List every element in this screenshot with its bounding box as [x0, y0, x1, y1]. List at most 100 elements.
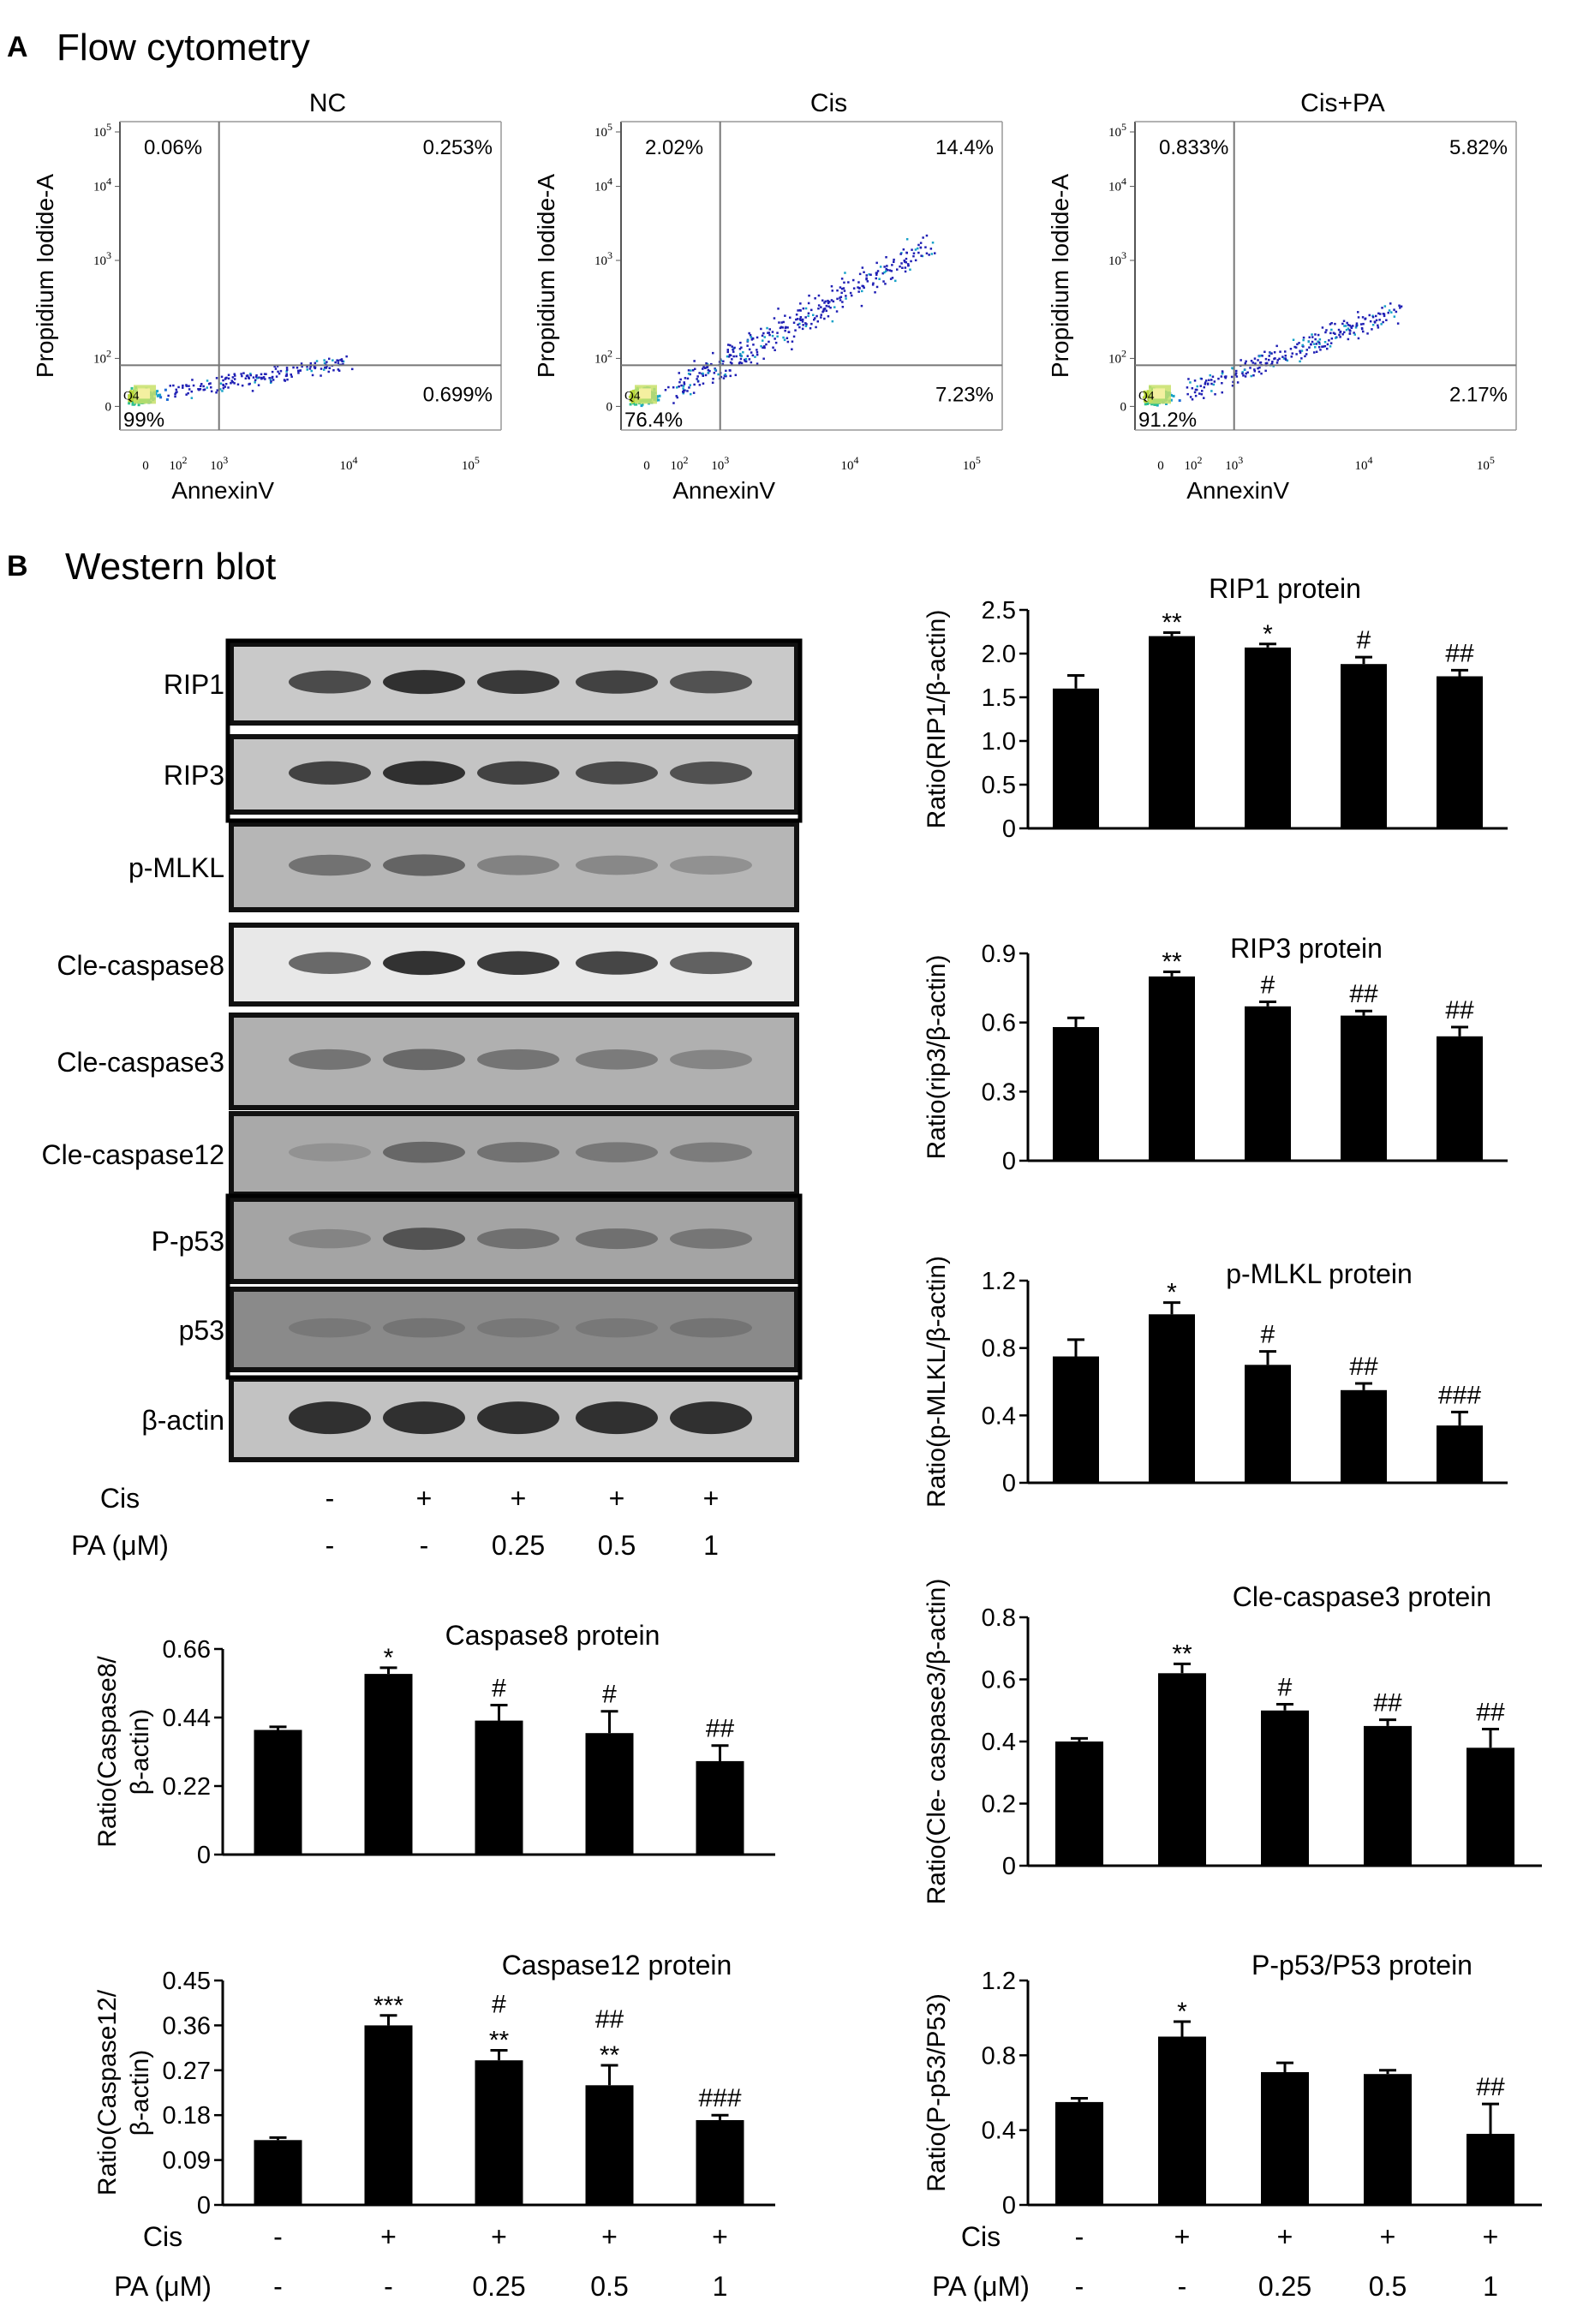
flow-dot: [1366, 332, 1369, 335]
blot-band: [477, 951, 559, 975]
flow-dot: [740, 346, 743, 349]
flow-dot: [756, 349, 758, 351]
flow-dot: [1355, 322, 1359, 325]
flow-dot: [675, 395, 678, 397]
flow-dot: [678, 380, 681, 384]
blot-band: [576, 1049, 658, 1070]
flow-dot: [1346, 321, 1348, 325]
flow-dot: [774, 341, 778, 344]
flow-dot: [306, 365, 308, 368]
flow-dot: [248, 382, 251, 385]
flow-dot: [687, 369, 690, 372]
flow-dot: [839, 296, 841, 299]
flow-dot: [1234, 372, 1238, 375]
flow-dot: [893, 260, 895, 263]
flow-dot: [756, 336, 759, 339]
flow-dot: [222, 387, 225, 390]
flow-dot: [784, 314, 786, 317]
flow-dot: [712, 351, 714, 355]
flow-dot: [726, 349, 729, 351]
flow-dot: [1385, 319, 1388, 321]
cis-value: +: [416, 1483, 433, 1514]
significance-marker: **: [489, 2027, 510, 2055]
flow-dot: [249, 373, 252, 377]
flow-dot: [861, 266, 864, 269]
flow-dot: [731, 358, 733, 361]
flow-dot: [875, 277, 877, 280]
flow-dot: [130, 386, 134, 390]
y-tick-label: 0.4: [982, 1402, 1016, 1430]
flow-dot: [756, 351, 759, 354]
flow-dot: [868, 273, 870, 276]
flow-dot: [804, 322, 807, 325]
flow-dot: [857, 281, 860, 284]
flow-dot: [1282, 357, 1286, 360]
flow-dot: [128, 399, 131, 403]
flow-dot: [1284, 350, 1287, 353]
flow-dot: [221, 390, 224, 392]
flow-dot: [1221, 372, 1224, 375]
y-tick-label: 0: [1002, 1853, 1016, 1880]
pa-value: 0.5: [590, 2271, 628, 2302]
blot-band: [383, 1317, 465, 1338]
y-tick-label: 1.2: [982, 1268, 1016, 1295]
flow-dot: [274, 367, 278, 370]
flow-dot: [1347, 338, 1350, 341]
flow-dot: [754, 355, 756, 358]
flow-dot: [1360, 326, 1364, 330]
flow-dot: [702, 366, 705, 368]
flow-dot: [1314, 333, 1317, 336]
flow-dot: [744, 360, 748, 363]
flow-dot: [762, 346, 764, 349]
flow-dot: [285, 368, 289, 372]
flow-dot: [876, 270, 880, 272]
flow-dot: [292, 366, 295, 369]
flow-dot: [1294, 346, 1298, 349]
flow-dot: [934, 252, 936, 254]
flow-dot: [817, 294, 821, 297]
flow-dot: [732, 348, 734, 351]
flow-dot: [284, 379, 286, 382]
flow-dot: [1205, 379, 1208, 382]
bar: [1437, 1036, 1483, 1161]
flow-dot: [731, 362, 733, 365]
bar: [364, 2025, 413, 2205]
flow-dot: [839, 286, 842, 289]
flow-dot: [731, 345, 733, 348]
flow-dot: [632, 395, 636, 398]
chart-title: RIP1 protein: [1209, 573, 1361, 604]
flow-dot: [1189, 396, 1192, 398]
flow-dot: [1153, 403, 1156, 406]
cis-value: +: [609, 1483, 625, 1514]
significance-marker: ##: [1445, 639, 1474, 667]
flow-dot: [258, 376, 260, 379]
flow-dot: [1251, 361, 1254, 364]
flow-dot: [203, 388, 206, 391]
flow-dot: [188, 388, 191, 391]
flow-dot: [269, 381, 272, 384]
flow-dot: [797, 323, 799, 326]
flow-dot: [879, 266, 882, 268]
flow-dot: [760, 344, 762, 348]
flow-dot: [1207, 382, 1210, 385]
flow-x-tick-label: 103: [711, 454, 729, 473]
flow-dot: [1383, 314, 1386, 318]
flow-dot: [1314, 338, 1317, 341]
y-tick-label: 2.0: [982, 641, 1016, 668]
flow-dot: [1301, 344, 1304, 347]
flow-dot: [917, 251, 920, 254]
flow-dot: [750, 336, 753, 338]
blot-band: [289, 1143, 371, 1162]
flow-dot: [263, 373, 266, 375]
y-axis-label: Ratio(Caspase12/: [93, 1989, 122, 2196]
flow-dot: [1257, 367, 1259, 370]
flow-dot: [309, 365, 312, 368]
flow-dot: [1194, 394, 1198, 397]
flow-dot: [187, 391, 189, 395]
flow-dot: [1253, 357, 1257, 360]
quadrant-upper-left-pct: 0.06%: [144, 136, 202, 159]
flow-dot: [1220, 375, 1223, 378]
flow-dot: [174, 395, 176, 398]
flow-dot: [839, 296, 843, 298]
flow-dot: [773, 317, 776, 320]
